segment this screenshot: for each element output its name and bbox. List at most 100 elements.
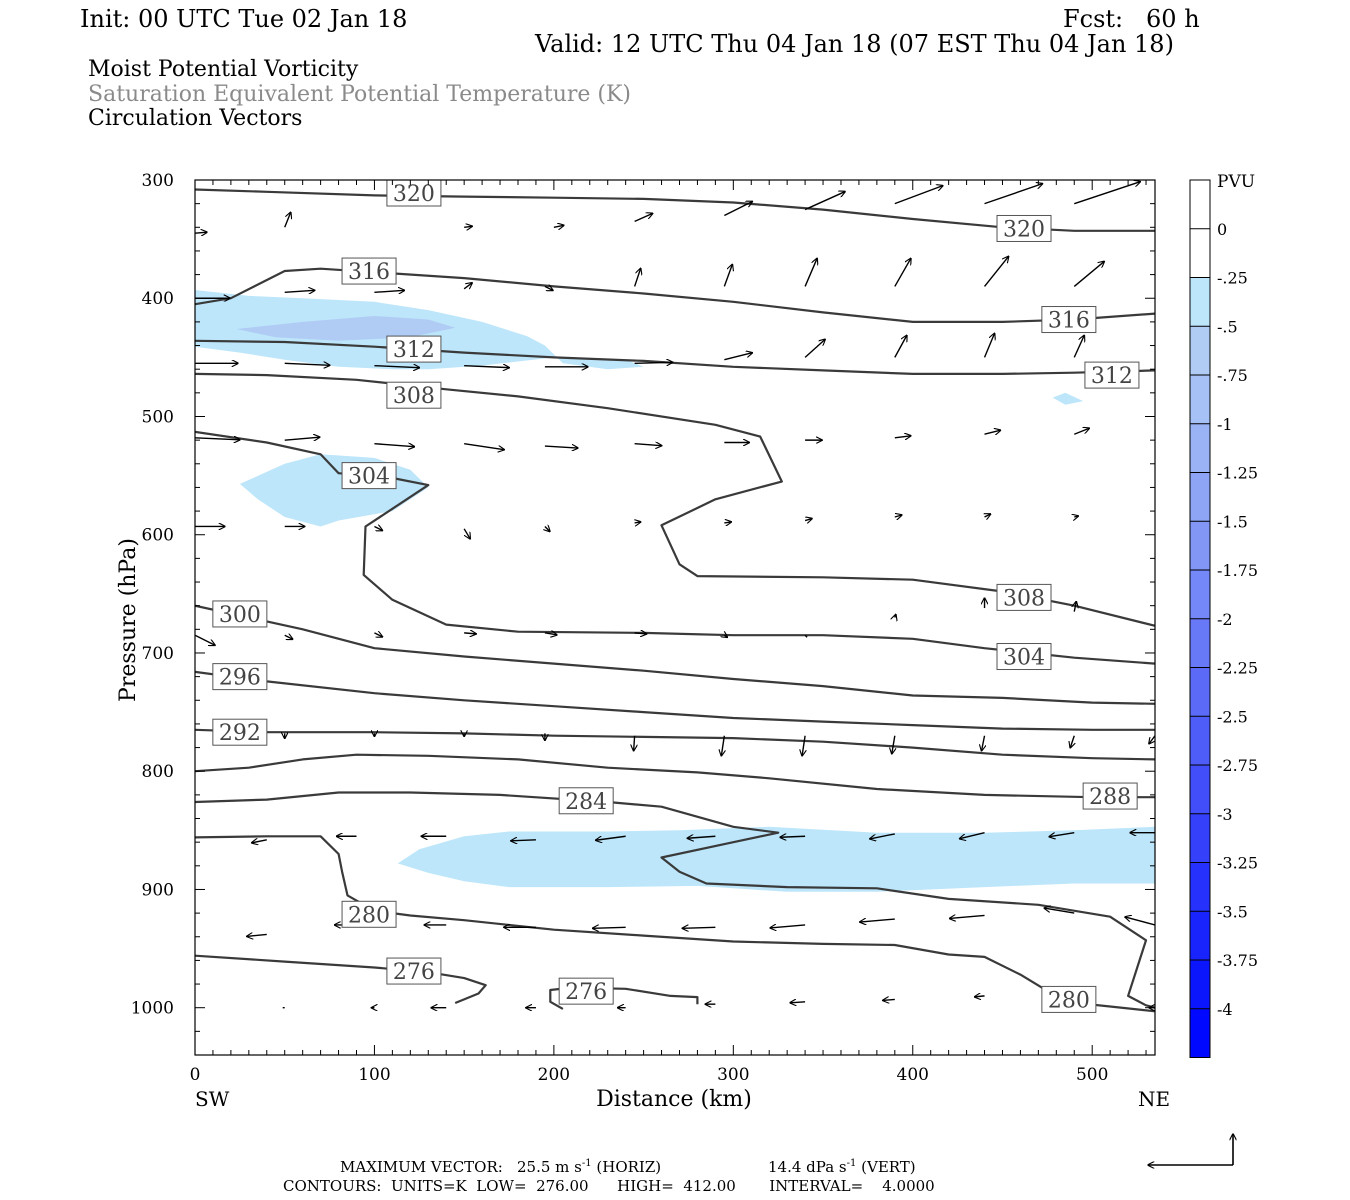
contour-label-280: 280 bbox=[1041, 985, 1097, 1013]
contour-label-layer: 320 320 316 316 312 312 308 308 304 304 300 296 292 2… bbox=[212, 179, 1140, 1013]
vector-arrow bbox=[463, 528, 470, 539]
init-time: Init: 00 UTC Tue 02 Jan 18 bbox=[80, 5, 408, 33]
colorbar-label: -1.75 bbox=[1217, 561, 1258, 580]
vector-arrow bbox=[284, 212, 291, 228]
contour-label-box bbox=[1084, 361, 1140, 389]
vector-arrow bbox=[1070, 735, 1074, 748]
vector-arrow bbox=[983, 256, 1009, 287]
contour-label-box bbox=[341, 900, 397, 928]
vector-arrow bbox=[634, 362, 673, 363]
contour-label-text: 316 bbox=[1048, 309, 1090, 334]
contour-label-box bbox=[212, 718, 268, 746]
contour-label-316: 316 bbox=[341, 257, 397, 285]
x-tick-label: 500 bbox=[1076, 1065, 1108, 1085]
contour-label-284: 284 bbox=[558, 787, 614, 815]
vector-arrow bbox=[802, 735, 805, 756]
pv-shading-layer bbox=[195, 290, 1155, 892]
contour-label-text: 312 bbox=[393, 338, 435, 363]
footer-maxvec-horiz: 25.5 m s-1 (HORIZ) bbox=[517, 1158, 661, 1176]
pv-region bbox=[1052, 392, 1084, 405]
colorbar-label: -1.25 bbox=[1217, 464, 1258, 483]
vector-arrow bbox=[284, 363, 330, 365]
vector-arrow bbox=[804, 339, 825, 358]
vector-arrow bbox=[790, 1002, 806, 1003]
vector-arrow bbox=[1074, 516, 1078, 517]
theta-contour-312 bbox=[195, 339, 1155, 375]
x-tick-label: 300 bbox=[717, 1065, 749, 1085]
contour-label-308: 308 bbox=[996, 583, 1052, 611]
contour-label-text: 280 bbox=[348, 903, 390, 928]
vector-arrow bbox=[553, 225, 564, 227]
vector-arrow bbox=[284, 290, 315, 292]
contour-label-276: 276 bbox=[558, 977, 614, 1005]
vector-arrow bbox=[982, 735, 985, 751]
contour-label-text: 296 bbox=[219, 666, 261, 691]
contour-label-276: 276 bbox=[386, 957, 442, 985]
vector-arrow bbox=[284, 437, 320, 440]
title-vectors: Circulation Vectors bbox=[88, 106, 303, 131]
contour-label-text: 308 bbox=[393, 384, 435, 409]
vector-arrow bbox=[374, 444, 414, 447]
footer-maxvec-label: MAXIMUM VECTOR: bbox=[340, 1158, 503, 1176]
vector-arrow bbox=[804, 192, 845, 211]
colorbar-label: -.5 bbox=[1217, 317, 1238, 336]
contour-label-text: 304 bbox=[348, 465, 390, 490]
colorbar-swatch bbox=[1190, 911, 1210, 960]
contour-label-box bbox=[386, 335, 442, 363]
colorbar-swatch bbox=[1190, 472, 1210, 522]
vector-arrow bbox=[1074, 182, 1140, 205]
colorbar-swatch bbox=[1190, 960, 1210, 1009]
contour-label-text: 308 bbox=[1003, 586, 1045, 611]
contour-label-box bbox=[1041, 306, 1097, 334]
colorbar-swatch bbox=[1190, 1008, 1210, 1058]
contour-label-box bbox=[386, 179, 442, 207]
contour-label-text: 312 bbox=[1091, 364, 1133, 389]
vector-arrow bbox=[1074, 602, 1076, 612]
contour-label-text: 280 bbox=[1048, 988, 1090, 1013]
colorbar-label: -1 bbox=[1217, 415, 1233, 434]
contour-label-box bbox=[1041, 985, 1097, 1013]
vector-arrow bbox=[464, 633, 476, 634]
footer-contour-info: CONTOURS: UNITS=K LOW= 276.00 HIGH= 412.… bbox=[283, 1177, 935, 1195]
colorbar-swatch bbox=[1190, 765, 1210, 814]
vector-arrow bbox=[724, 201, 752, 217]
colorbar-label: -2.25 bbox=[1217, 659, 1258, 678]
y-tick-label: 500 bbox=[142, 407, 174, 427]
contour-label-308: 308 bbox=[386, 381, 442, 409]
vector-arrow bbox=[634, 735, 635, 751]
y-tick-label: 700 bbox=[142, 644, 174, 664]
contour-label-288: 288 bbox=[1082, 782, 1138, 810]
contour-label-text: 320 bbox=[393, 182, 435, 207]
x-axis-title: Distance (km) bbox=[596, 1087, 752, 1112]
colorbar-label: -1.5 bbox=[1217, 512, 1248, 531]
vector-arrow bbox=[724, 353, 752, 361]
theta-contour-280 bbox=[195, 835, 1155, 1013]
contour-label-box bbox=[996, 643, 1052, 671]
theta-contour-300 bbox=[195, 604, 1155, 705]
contour-label-box bbox=[558, 787, 614, 815]
pv-region bbox=[236, 316, 456, 341]
vector-arrow bbox=[770, 925, 806, 928]
vector-arrow bbox=[374, 526, 382, 530]
vector-arrow bbox=[687, 836, 716, 838]
contour-label-box bbox=[212, 600, 268, 628]
contour-label-box bbox=[996, 583, 1052, 611]
colorbar-labels: 0 -.25 -.5 -.75 -1 -1.25 -1.5 -1.75 -2 -2.25 -2.5 -… bbox=[1217, 220, 1258, 1019]
colorbar-label: -4 bbox=[1217, 1000, 1233, 1019]
colorbar-swatch bbox=[1190, 618, 1210, 668]
x-tick-labels: 0 100 200 300 400 500 bbox=[190, 1065, 1109, 1085]
vector-arrow bbox=[894, 335, 907, 358]
vector-arrow bbox=[1044, 908, 1075, 914]
vector-arrow bbox=[284, 635, 293, 639]
vector-arrow bbox=[464, 442, 504, 450]
y-axis-title: Pressure (hPa) bbox=[116, 538, 141, 702]
valid-time: Valid: 12 UTC Thu 04 Jan 18 (07 EST Thu … bbox=[535, 30, 1174, 58]
vector-arrow bbox=[883, 999, 895, 1000]
colorbar-swatch bbox=[1190, 228, 1210, 278]
vector-arrow bbox=[960, 832, 985, 839]
colorbar bbox=[1189, 179, 1211, 1058]
forecast-hour: Fcst: 60 h bbox=[1063, 5, 1200, 33]
vector-arrow bbox=[374, 290, 404, 292]
vector-arrow bbox=[195, 634, 215, 645]
